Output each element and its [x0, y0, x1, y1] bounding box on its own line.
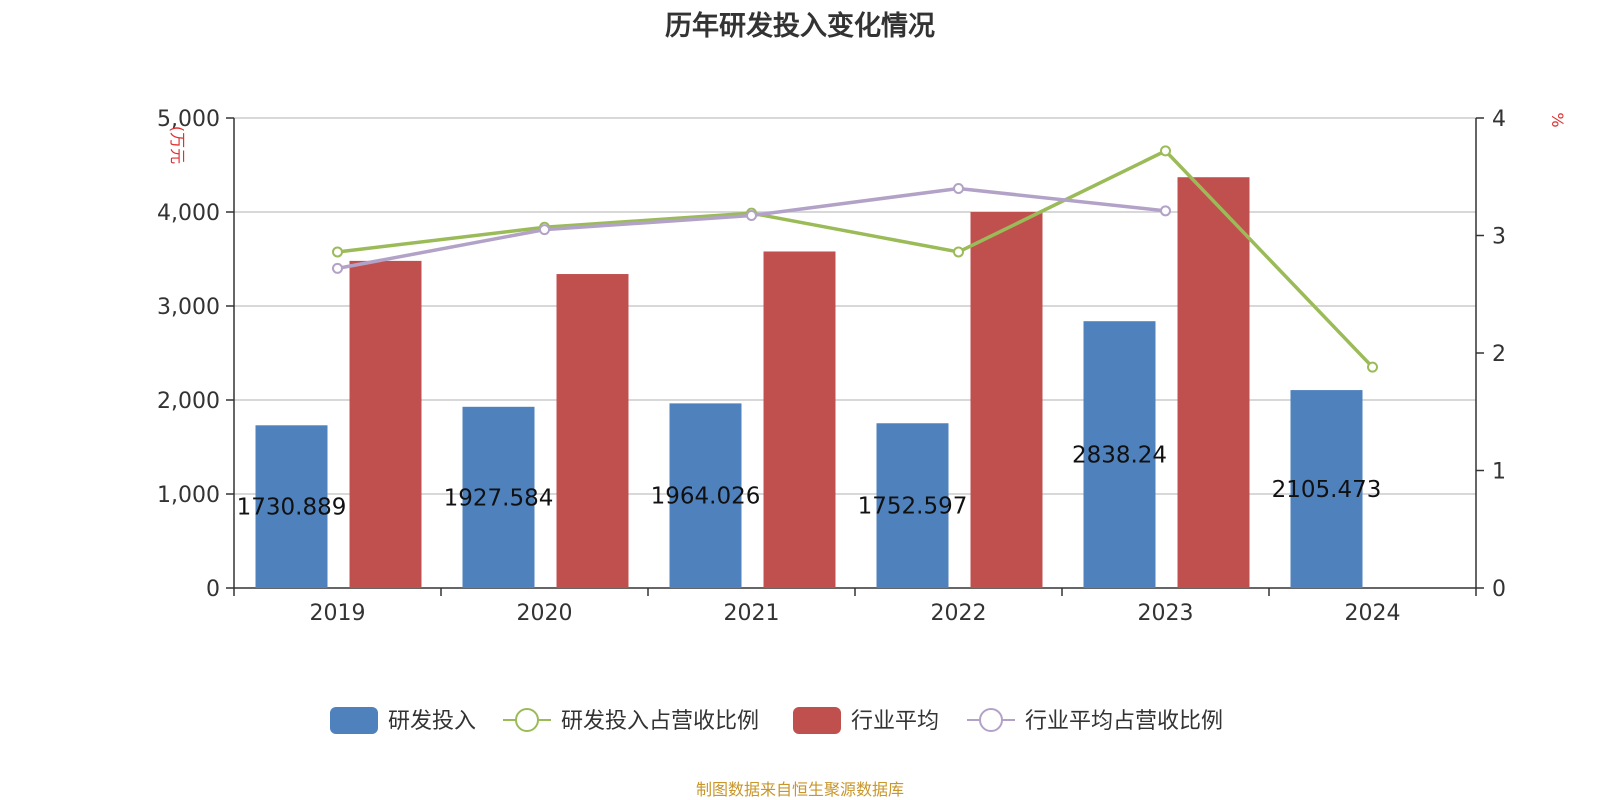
legend: 研发投入 研发投入占营收比例 行业平均 行业平均占营收比例	[330, 707, 1223, 734]
y-right-tick-label: 3	[1492, 225, 1506, 250]
bar	[556, 274, 629, 588]
y-left-tick-label: 4,000	[157, 201, 220, 226]
y-right-tick-label: 4	[1492, 107, 1506, 132]
series-point	[953, 246, 964, 258]
bars	[255, 177, 1363, 589]
y-right-tick-label: 2	[1492, 342, 1506, 367]
legend-label: 行业平均占营收比例	[1025, 709, 1223, 734]
bar	[1290, 390, 1363, 588]
y-left-tick-label: 2,000	[157, 389, 220, 414]
grid-lines	[234, 117, 1476, 495]
bar-value-label: 2838.24	[1072, 443, 1167, 469]
legend-swatch	[793, 707, 841, 734]
bar-value-label: 2105.473	[1272, 477, 1382, 503]
y-right-unit-label: %	[1548, 112, 1567, 127]
bar-value-label: 1752.597	[858, 494, 968, 520]
bar	[255, 425, 328, 588]
x-tick-label: 2022	[931, 601, 987, 626]
chart-title: 历年研发投入变化情况	[665, 11, 935, 42]
y-left-tick-label: 1,000	[157, 483, 220, 508]
series-point	[1160, 205, 1171, 217]
bar	[1177, 177, 1250, 588]
bar	[1083, 321, 1156, 588]
series-point	[1160, 145, 1171, 157]
y-left-tick-label: 3,000	[157, 295, 220, 320]
series-point	[332, 262, 343, 274]
bar	[763, 251, 836, 589]
bar	[876, 423, 949, 588]
legend-marker	[515, 708, 539, 732]
legend-label: 行业平均	[851, 709, 939, 734]
lines	[332, 145, 1378, 373]
source-note: 制图数据来自恒生聚源数据库	[695, 780, 904, 799]
bar-value-label: 1730.889	[237, 495, 347, 521]
y-left-tick-label: 5,000	[157, 107, 220, 132]
x-tick-label: 2020	[517, 601, 573, 626]
legend-label: 研发投入	[388, 709, 476, 734]
series-point	[332, 246, 343, 258]
series-point	[746, 210, 757, 222]
x-tick-label: 2024	[1345, 601, 1401, 626]
series-point	[1367, 361, 1378, 373]
x-tick-label: 2021	[724, 601, 780, 626]
series-point	[539, 224, 550, 236]
y-right-tick-label: 0	[1492, 577, 1506, 602]
bar-value-label: 1964.026	[651, 484, 761, 510]
series-line	[337, 148, 1374, 369]
y-right-tick-label: 1	[1492, 460, 1506, 485]
axes: 0 1,000 2,000 3,000 4,000 5,000 0 1 2 3 4 2019 2020 2…	[157, 107, 1506, 626]
bar	[669, 403, 742, 588]
y-left-unit-label: (万元	[168, 126, 187, 164]
legend-label: 研发投入占营收比例	[561, 709, 759, 734]
x-tick-label: 2023	[1138, 601, 1194, 626]
series-point	[953, 183, 964, 194]
legend-swatch	[330, 707, 378, 734]
bar	[462, 406, 535, 588]
legend-marker	[979, 708, 1003, 732]
bar	[349, 260, 422, 588]
bar-value-label: 1927.584	[444, 485, 554, 511]
data-labels: 1730.889 1927.584 1964.026 1752.597 2838.24 2…	[237, 443, 1382, 521]
bar	[970, 212, 1043, 588]
x-tick-label: 2019	[310, 601, 366, 626]
y-left-tick-label: 0	[206, 577, 220, 602]
